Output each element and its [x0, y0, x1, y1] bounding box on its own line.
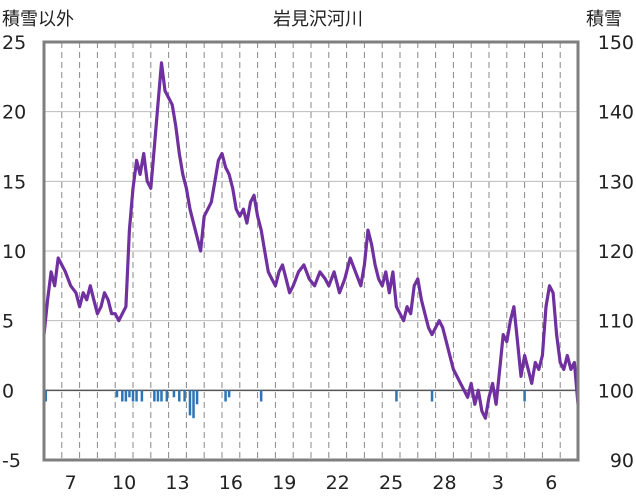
y-right-tick-label: 110 [598, 311, 634, 333]
x-tick-label: 7 [65, 472, 77, 494]
bar [224, 390, 227, 402]
y-left-tick-label: 0 [2, 380, 14, 402]
bar [183, 390, 186, 402]
bar [523, 390, 526, 402]
bar-series [44, 390, 526, 419]
line-series [42, 61, 580, 420]
y-right-tick-label: 120 [598, 241, 634, 263]
bar [188, 390, 192, 416]
bar [131, 390, 135, 402]
y-left-tick-label: 10 [2, 241, 26, 263]
bar [165, 390, 169, 402]
y-right-tick-label: 90 [610, 450, 634, 472]
bar [430, 390, 434, 402]
x-tick-label: 13 [165, 472, 189, 494]
bar [128, 390, 131, 398]
y-right-tick-label: 140 [598, 102, 634, 124]
bar [121, 390, 124, 402]
bar [135, 390, 138, 402]
bar [172, 390, 176, 398]
bar [140, 390, 144, 402]
x-tick-label: 25 [379, 472, 403, 494]
y-right-tick-label: 130 [598, 171, 634, 193]
chart-title: 岩見沢河川 [273, 9, 363, 30]
x-tick-label: 19 [272, 472, 296, 494]
bar [395, 390, 398, 402]
series-line [42, 61, 580, 420]
y-left-tick-label: 5 [2, 311, 14, 333]
x-tick-label: 16 [219, 472, 243, 494]
plot-frame [42, 40, 580, 462]
bar [160, 390, 163, 402]
x-tick-label: 10 [112, 472, 136, 494]
bar [44, 390, 48, 402]
y-right-tick-label: 100 [598, 380, 634, 402]
x-tick-label: 6 [545, 472, 557, 494]
left-axis-label: 積雪以外 [2, 9, 74, 30]
bar [259, 390, 263, 402]
y-right-tick-label: 150 [598, 32, 634, 54]
bar [115, 390, 119, 398]
y-left-tick-label: -5 [2, 450, 21, 472]
bar [124, 390, 128, 402]
bar [156, 390, 160, 402]
bar [227, 390, 231, 398]
y-left-tick-label: 15 [2, 171, 26, 193]
y-left-tick-label: 20 [2, 102, 26, 124]
x-tick-label: 28 [432, 472, 456, 494]
bar [153, 390, 156, 402]
bar [195, 390, 199, 405]
y-left-tick-label: 25 [2, 32, 26, 54]
x-tick-label: 22 [326, 472, 350, 494]
bar [178, 390, 181, 402]
right-axis-label: 積雪 [586, 9, 622, 30]
bar [192, 390, 195, 419]
axes: -5 0 5 10 15 20 25 90 100 110 120 130 140 150 7 10 13 16 1… [2, 32, 634, 494]
x-tick-label: 3 [492, 472, 504, 494]
